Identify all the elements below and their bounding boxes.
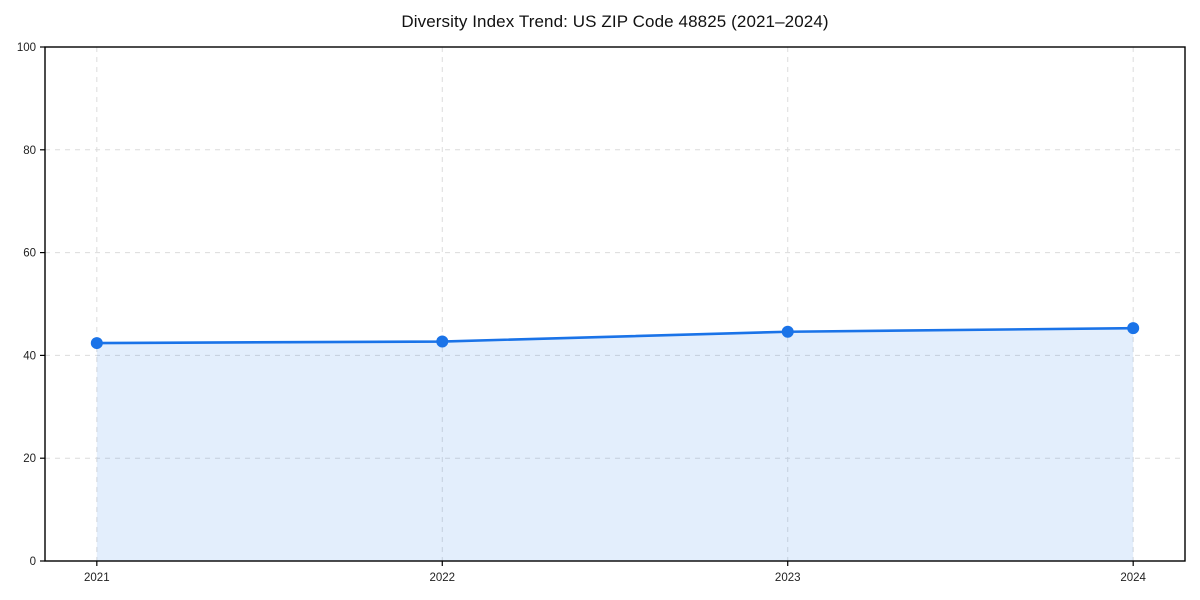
y-tick-label: 0: [30, 556, 36, 568]
plot-border: [44, 46, 1186, 562]
x-tick-label: 2022: [429, 572, 455, 584]
data-point-marker: [436, 335, 449, 348]
area-fill: [96, 328, 1134, 561]
data-point-marker: [1127, 322, 1140, 335]
chart-title: Diversity Index Trend: US ZIP Code 48825…: [401, 12, 829, 31]
data-point-marker: [90, 337, 103, 350]
y-tick-label: 20: [23, 453, 36, 465]
y-tick-label: 40: [23, 350, 36, 362]
x-tick-label: 2023: [775, 572, 801, 584]
y-tick-label: 100: [17, 42, 36, 54]
y-tick-label: 80: [23, 145, 36, 157]
trend-line: [95, 326, 1135, 345]
y-tick-label: 60: [23, 248, 36, 260]
x-tick-label: 2021: [84, 572, 110, 584]
data-point-marker: [781, 325, 794, 338]
x-tick-label: 2024: [1120, 572, 1146, 584]
